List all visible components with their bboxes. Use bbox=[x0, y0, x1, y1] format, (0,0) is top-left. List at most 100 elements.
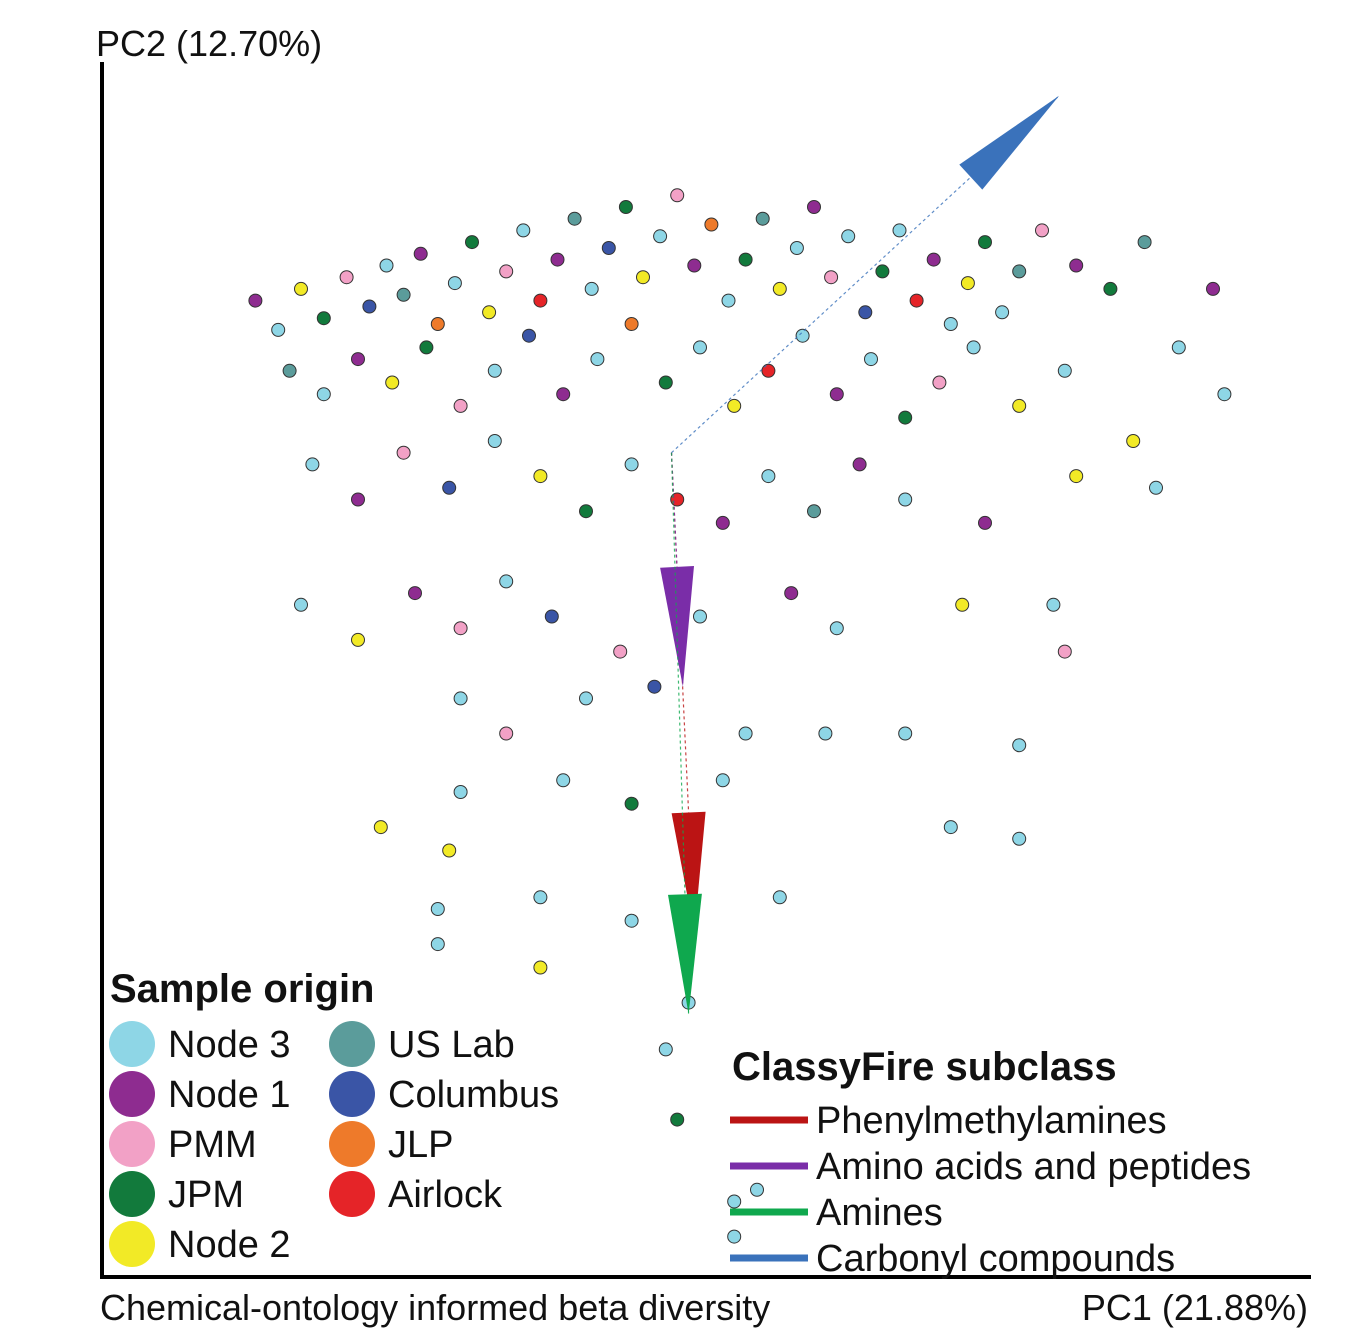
data-point bbox=[316, 387, 331, 402]
data-point bbox=[408, 586, 422, 601]
data-point bbox=[715, 515, 730, 530]
data-point bbox=[727, 398, 742, 413]
data-point bbox=[1046, 597, 1061, 612]
data-point bbox=[978, 515, 992, 530]
data-point bbox=[898, 410, 913, 425]
data-point bbox=[351, 632, 365, 647]
scatter-points bbox=[248, 188, 1232, 1244]
legend-marker bbox=[329, 1121, 375, 1167]
data-point bbox=[687, 258, 702, 273]
legend-marker bbox=[109, 1021, 155, 1067]
data-point bbox=[430, 902, 445, 916]
data-point bbox=[487, 363, 502, 378]
data-point bbox=[789, 241, 804, 255]
data-point bbox=[1057, 644, 1072, 659]
legend-marker bbox=[329, 1021, 375, 1067]
data-point bbox=[807, 200, 821, 214]
data-point bbox=[556, 773, 571, 788]
x-axis-label: PC1 (21.88%) bbox=[1082, 1287, 1308, 1328]
data-point bbox=[590, 352, 605, 367]
data-point bbox=[522, 328, 536, 343]
data-point bbox=[419, 340, 434, 355]
data-point bbox=[670, 1112, 685, 1127]
data-point bbox=[1012, 264, 1027, 279]
data-point bbox=[636, 270, 650, 285]
legend-label: JPM bbox=[168, 1174, 244, 1216]
data-point bbox=[271, 322, 286, 337]
data-point bbox=[442, 843, 457, 858]
data-point bbox=[579, 691, 593, 706]
data-point bbox=[533, 890, 548, 905]
data-point bbox=[385, 375, 400, 390]
data-point bbox=[829, 387, 844, 402]
data-point bbox=[824, 270, 839, 285]
data-point bbox=[738, 252, 753, 267]
data-point bbox=[550, 252, 565, 267]
data-point bbox=[430, 937, 445, 952]
data-point bbox=[978, 235, 992, 250]
data-point bbox=[305, 457, 320, 472]
legend-label: US Lab bbox=[388, 1024, 515, 1066]
legend-title: Sample origin bbox=[110, 967, 375, 1011]
data-point bbox=[624, 457, 639, 472]
biplot-arrow-head bbox=[660, 566, 694, 687]
legend-label: Node 2 bbox=[168, 1224, 291, 1266]
data-point bbox=[373, 820, 388, 835]
biplot-legend-label: Amines bbox=[816, 1192, 943, 1234]
data-point bbox=[955, 597, 970, 612]
data-point bbox=[413, 246, 428, 261]
data-point bbox=[533, 293, 548, 308]
legend-marker bbox=[109, 1221, 155, 1267]
data-point bbox=[499, 726, 514, 741]
data-point bbox=[943, 820, 958, 835]
data-point bbox=[875, 264, 890, 279]
data-point bbox=[362, 299, 377, 314]
data-point bbox=[482, 305, 497, 320]
data-point bbox=[1149, 480, 1163, 495]
data-point bbox=[544, 609, 559, 624]
data-point bbox=[898, 492, 913, 507]
data-point bbox=[516, 223, 531, 238]
data-point bbox=[761, 469, 776, 484]
data-point bbox=[567, 211, 582, 226]
data-point bbox=[658, 375, 673, 390]
data-point bbox=[670, 188, 685, 203]
biplot-arrow-head bbox=[668, 893, 702, 1015]
data-point bbox=[738, 726, 753, 741]
legend-label: Airlock bbox=[388, 1174, 503, 1216]
data-point bbox=[721, 293, 736, 308]
data-point bbox=[704, 217, 719, 232]
data-point bbox=[430, 317, 445, 331]
data-point bbox=[653, 229, 668, 244]
data-point bbox=[693, 609, 707, 624]
data-point bbox=[624, 913, 639, 928]
data-point bbox=[533, 960, 548, 975]
sample-origin-legend: Sample origin Node 3 Node 1 PMM JPM Node 2 US… bbox=[109, 967, 559, 1267]
data-point bbox=[943, 317, 958, 331]
data-point bbox=[926, 252, 941, 267]
data-point bbox=[755, 211, 770, 226]
data-point bbox=[465, 235, 479, 250]
biplot-legend-label: Carbonyl compounds bbox=[816, 1238, 1175, 1280]
legend-label: Node 1 bbox=[168, 1074, 291, 1116]
data-point bbox=[453, 621, 468, 636]
data-point bbox=[852, 457, 867, 472]
data-point bbox=[784, 586, 799, 601]
data-point bbox=[618, 200, 633, 214]
data-point bbox=[772, 281, 787, 296]
data-point bbox=[715, 773, 730, 788]
data-point bbox=[966, 340, 981, 355]
legend-label: PMM bbox=[168, 1124, 257, 1166]
data-point bbox=[533, 469, 548, 484]
biplot-arrows bbox=[660, 95, 1060, 1015]
y-axis-label: PC2 (12.70%) bbox=[96, 23, 322, 64]
legend-marker bbox=[109, 1071, 155, 1117]
data-point bbox=[499, 264, 514, 279]
data-point bbox=[584, 281, 599, 296]
data-point bbox=[624, 796, 639, 811]
data-point bbox=[647, 679, 662, 694]
biplot-legend-title: ClassyFire subclass bbox=[732, 1045, 1117, 1089]
data-point bbox=[453, 691, 468, 706]
data-point bbox=[1012, 738, 1027, 753]
